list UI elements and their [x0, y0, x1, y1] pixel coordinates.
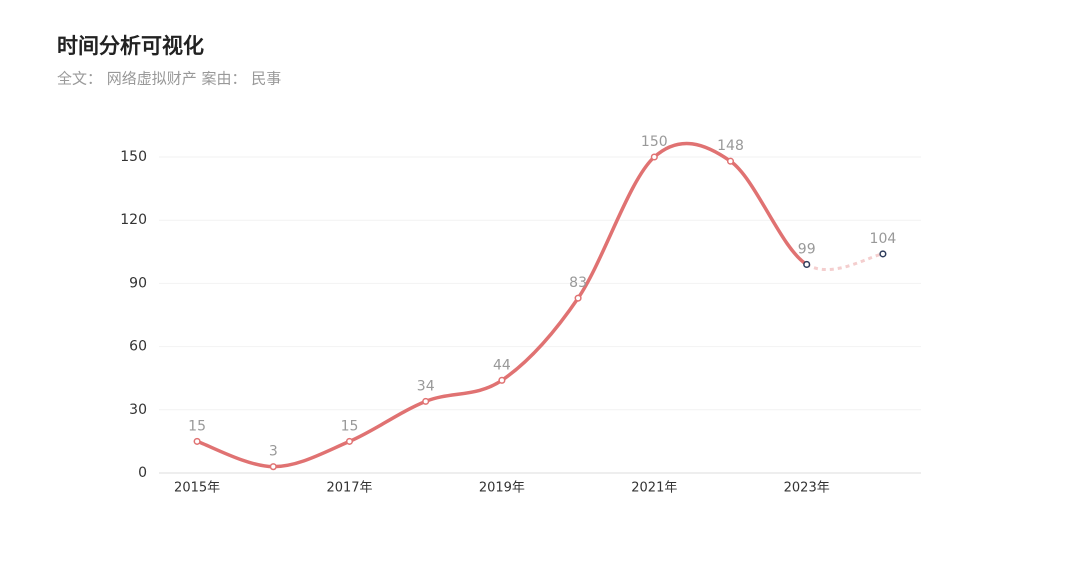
- point: [193, 437, 201, 445]
- data-label: 34: [417, 378, 435, 394]
- y-tick-label: 120: [120, 212, 147, 228]
- data-label: 3: [269, 444, 278, 460]
- chart-title: 时间分析可视化: [57, 34, 204, 58]
- point: [574, 294, 582, 302]
- point: [650, 153, 658, 161]
- x-tick-label: 2023年: [784, 481, 830, 496]
- data-label: 104: [870, 231, 897, 247]
- data-label: 150: [641, 134, 668, 150]
- line: [196, 141, 808, 469]
- data-label: 15: [341, 418, 359, 434]
- point: [498, 376, 506, 384]
- point: [879, 250, 887, 258]
- data-label: 44: [493, 357, 511, 373]
- data-label: 148: [717, 138, 744, 154]
- data-label: 99: [798, 241, 816, 257]
- line-dashed: [805, 252, 884, 271]
- x-tick-label: 2017年: [326, 481, 372, 496]
- chart-subtitle: 全文： 网络虚拟财产 案由： 民事: [57, 70, 281, 88]
- y-tick-label: 60: [129, 339, 147, 355]
- point: [726, 157, 735, 165]
- x-tick-label: 2021年: [631, 481, 677, 496]
- point: [269, 463, 277, 471]
- y-tick-label: 90: [129, 275, 147, 291]
- point: [803, 260, 811, 268]
- y-tick-label: 30: [129, 402, 147, 418]
- data-label: 83: [569, 275, 587, 291]
- x-tick-label: 2015年: [174, 481, 220, 496]
- point: [345, 437, 354, 445]
- point: [422, 397, 430, 405]
- y-tick-label: 150: [120, 149, 147, 165]
- y-tick-label: 0: [138, 465, 147, 481]
- data-label: 15: [188, 418, 206, 434]
- x-tick-label: 2019年: [479, 481, 525, 496]
